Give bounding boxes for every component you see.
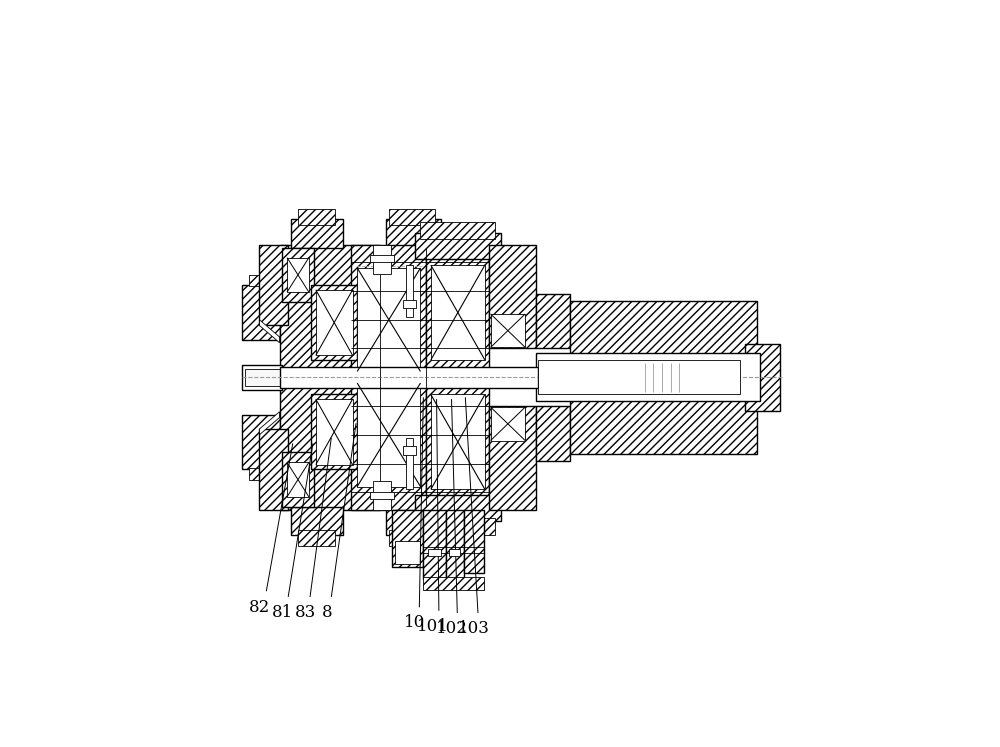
Bar [242, 285, 280, 340]
Text: 81: 81 [272, 604, 293, 622]
Bar [357, 268, 420, 371]
Bar [536, 294, 570, 348]
Bar [426, 377, 489, 509]
Bar [298, 530, 335, 546]
Bar [249, 468, 272, 480]
Bar [351, 245, 426, 377]
Bar [242, 415, 280, 469]
Bar [491, 314, 525, 347]
Bar [403, 300, 416, 309]
Bar [489, 406, 536, 509]
Bar [392, 509, 423, 567]
Text: 103: 103 [457, 620, 489, 637]
Bar [446, 509, 464, 578]
Bar [280, 245, 380, 377]
Bar [245, 368, 280, 386]
Bar [291, 219, 343, 248]
Bar [282, 248, 314, 303]
Bar [426, 245, 489, 377]
Bar [287, 462, 309, 497]
Bar [351, 377, 426, 509]
Polygon shape [259, 412, 280, 435]
Bar [389, 208, 435, 225]
Bar [280, 367, 538, 388]
Text: 10: 10 [404, 614, 425, 631]
Bar [291, 506, 343, 536]
Bar [428, 548, 441, 556]
Bar [370, 255, 394, 262]
Bar [242, 365, 282, 390]
Bar [431, 265, 485, 360]
Bar [386, 219, 441, 248]
Bar [259, 429, 288, 509]
Bar [570, 301, 757, 356]
Text: 101: 101 [417, 618, 449, 635]
Text: 82: 82 [249, 598, 270, 616]
Bar [287, 258, 309, 292]
Bar [282, 452, 314, 506]
Bar [370, 492, 394, 499]
Bar [491, 407, 525, 441]
Bar [423, 509, 446, 578]
Bar [449, 548, 460, 556]
Bar [311, 394, 357, 469]
Text: 102: 102 [436, 620, 468, 637]
Bar [389, 530, 435, 546]
Bar [403, 446, 416, 455]
Bar [280, 377, 380, 509]
Bar [538, 360, 740, 394]
Bar [423, 577, 484, 590]
Bar [420, 222, 495, 239]
Bar [489, 245, 536, 348]
Text: 83: 83 [295, 604, 316, 622]
Bar [570, 399, 757, 453]
Text: 8: 8 [322, 604, 333, 622]
Bar [357, 383, 420, 486]
Bar [415, 495, 501, 521]
Bar [420, 518, 495, 536]
Bar [298, 208, 335, 225]
Bar [373, 481, 391, 509]
Bar [745, 344, 780, 411]
Bar [415, 233, 501, 259]
Polygon shape [259, 320, 280, 343]
Bar [464, 509, 484, 573]
Bar [406, 265, 413, 317]
Bar [536, 353, 760, 401]
Bar [386, 506, 441, 536]
Bar [311, 285, 357, 360]
Bar [536, 406, 570, 461]
Bar [316, 290, 353, 356]
Bar [373, 245, 391, 273]
Bar [431, 394, 485, 489]
Bar [395, 541, 420, 564]
Bar [406, 438, 413, 489]
Bar [249, 275, 272, 286]
Bar [259, 245, 288, 326]
Bar [316, 399, 353, 465]
